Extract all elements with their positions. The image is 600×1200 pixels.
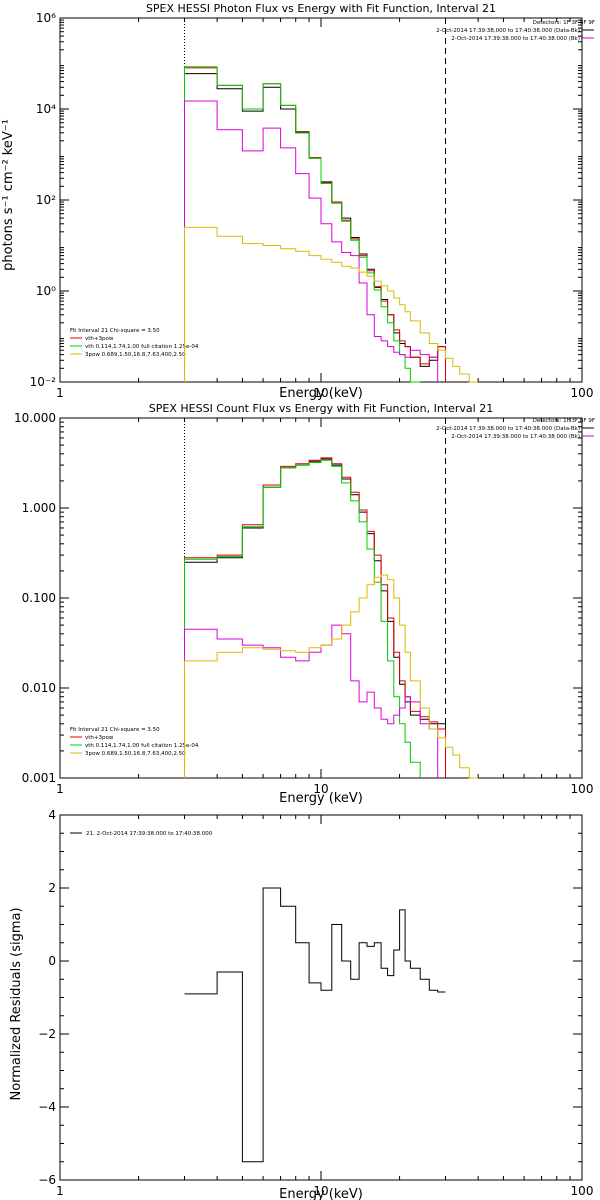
series-3pow xyxy=(184,574,479,779)
y-axis-label: Normalized Residuals (sigma) xyxy=(9,907,24,1100)
count-flux-chart: SPEX HESSI Count Flux vs Energy with Fit… xyxy=(14,402,595,806)
x-tick-label: 100 xyxy=(571,782,594,796)
y-tick-label: −2 xyxy=(38,1027,56,1041)
series-vth-3pow xyxy=(184,67,446,382)
legend-sum: vth+3pow xyxy=(85,735,114,741)
y-tick-label: 10⁻² xyxy=(30,375,57,389)
x-axis-label: Energy (keV) xyxy=(279,791,363,806)
y-tick-label: 2 xyxy=(48,881,56,895)
y-tick-label: −4 xyxy=(38,1100,56,1114)
legend-data-bk: 2-Oct-2014 17:39:38.000 to 17:40:38.000 … xyxy=(436,426,580,432)
x-tick-label: 1 xyxy=(56,782,64,796)
legend-residuals: 21. 2-Oct-2014 17:39:38.000 to 17:40:38.… xyxy=(86,831,213,837)
plot-frame xyxy=(59,417,583,779)
y-tick-label: 10⁴ xyxy=(36,102,56,116)
y-tick-label: 1.000 xyxy=(22,501,56,515)
legend-bk: 2-Oct-2014 17:39:38.000 to 17:40:38.000 … xyxy=(451,36,580,42)
legend-3pow: 3pow 0.689,1.50,16.8,7.63,400,2.50 xyxy=(85,352,186,358)
x-tick-label: 10 xyxy=(313,1184,328,1198)
legend-data-bk: 2-Oct-2014 17:39:38.000 to 17:40:38.000 … xyxy=(436,28,580,34)
photon-flux-chart: SPEX HESSI Photon Flux vs Energy with Fi… xyxy=(1,2,595,401)
legend-fit-interval: Fit Interval 21 Chi-square = 3.50 xyxy=(70,727,160,733)
chart-title: SPEX HESSI Photon Flux vs Energy with Fi… xyxy=(146,2,496,15)
series-data-bk xyxy=(184,458,446,778)
series-residuals xyxy=(184,887,446,1163)
plot-frame xyxy=(59,814,583,1181)
legend-fit-interval: Fit Interval 21 Chi-square = 3.50 xyxy=(70,328,160,334)
y-tick-label: 10⁶ xyxy=(36,11,56,25)
y-tick-label: 0.001 xyxy=(22,771,56,785)
y-tick-label: 10⁰ xyxy=(36,284,56,298)
x-tick-label: 10 xyxy=(313,782,328,796)
x-tick-label: 1 xyxy=(56,386,64,400)
y-tick-label: 10.000 xyxy=(14,411,56,425)
series-bk xyxy=(184,624,439,778)
y-tick-label: 4 xyxy=(48,808,56,822)
series-3pow xyxy=(184,226,479,383)
x-tick-label: 1 xyxy=(56,1184,64,1198)
y-tick-label: −6 xyxy=(38,1173,56,1187)
x-tick-label: 100 xyxy=(571,1184,594,1198)
residuals-chart: Energy (keV) Normalized Residuals (sigma… xyxy=(9,808,593,1200)
y-tick-label: 0 xyxy=(48,954,56,968)
x-tick-label: 100 xyxy=(571,386,594,400)
series-vth xyxy=(184,66,421,383)
legend-vth: vth 0.114,1.74,1.00 full citation 1.25e-… xyxy=(85,344,199,350)
y-axis-label: photons s⁻¹ cm⁻² keV⁻¹ xyxy=(1,119,16,271)
legend-sum: vth+3pow xyxy=(85,336,114,342)
y-tick-label: 10² xyxy=(36,193,56,207)
legend-detectors: Detectors: 1F 3F 6F 9F xyxy=(533,20,595,26)
y-tick-label: 0.010 xyxy=(22,681,56,695)
series-vth-3pow xyxy=(184,457,446,778)
x-axis-label: Energy (keV) xyxy=(279,386,363,401)
legend-bk: 2-Oct-2014 17:39:38.000 to 17:40:38.000 … xyxy=(451,434,580,440)
y-tick-label: 0.100 xyxy=(22,591,56,605)
x-tick-label: 10 xyxy=(313,386,328,400)
series-vth xyxy=(184,459,421,778)
legend-detectors: Detectors: 1F 3F 6F 9F xyxy=(533,418,595,424)
legend-vth: vth 0.114,1.74,1.00 full citation 1.25e-… xyxy=(85,743,199,749)
legend-3pow: 3pow 0.689,1.50,16.8,7.63,400,2.50 xyxy=(85,751,186,757)
x-axis-label: Energy (keV) xyxy=(279,1187,363,1200)
series-data-bk xyxy=(184,73,446,382)
chart-title: SPEX HESSI Count Flux vs Energy with Fit… xyxy=(149,402,493,415)
